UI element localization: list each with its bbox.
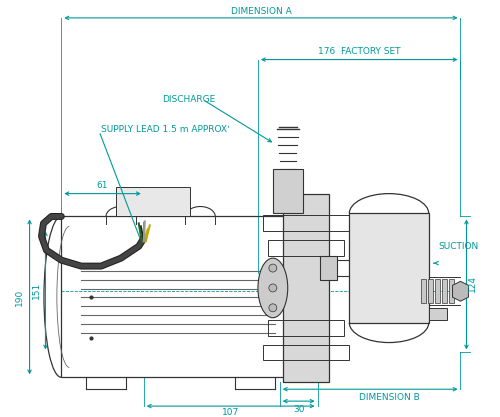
Text: DIMENSION B: DIMENSION B — [358, 393, 420, 402]
Ellipse shape — [258, 258, 288, 318]
Bar — [263, 216, 350, 231]
Bar — [320, 256, 338, 280]
Text: DISCHARGE: DISCHARGE — [162, 95, 216, 104]
Bar — [116, 187, 190, 216]
Bar — [442, 279, 446, 303]
Bar — [62, 216, 300, 377]
Bar — [428, 279, 432, 303]
Bar — [421, 279, 426, 303]
Bar — [283, 193, 330, 382]
Bar — [448, 279, 454, 303]
Text: 176  FACTORY SET: 176 FACTORY SET — [318, 47, 400, 56]
Text: 151: 151 — [32, 281, 41, 299]
Circle shape — [269, 284, 277, 292]
Circle shape — [269, 264, 277, 272]
Text: DIMENSION A: DIMENSION A — [230, 8, 292, 16]
Polygon shape — [452, 281, 468, 301]
Text: 107: 107 — [222, 407, 239, 417]
Text: SUPPLY LEAD 1.5 m APPROXʼ: SUPPLY LEAD 1.5 m APPROXʼ — [101, 125, 230, 133]
Bar — [263, 344, 350, 360]
Circle shape — [269, 304, 277, 312]
Bar — [268, 320, 344, 336]
Text: SUCTION: SUCTION — [438, 242, 479, 251]
Text: 124: 124 — [468, 276, 477, 292]
Text: 61: 61 — [96, 181, 108, 190]
Bar — [350, 214, 428, 323]
Bar — [273, 169, 302, 214]
Bar — [434, 279, 440, 303]
Text: 190: 190 — [15, 288, 24, 306]
Bar — [428, 308, 446, 320]
Text: 30: 30 — [293, 404, 304, 414]
Bar — [268, 240, 344, 256]
